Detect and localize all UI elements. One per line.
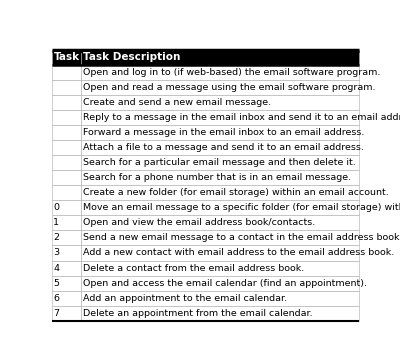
Bar bbox=[52, 140, 81, 155]
Bar bbox=[81, 80, 359, 95]
Text: Create and send a new email message.: Create and send a new email message. bbox=[83, 98, 271, 107]
Bar bbox=[52, 185, 81, 200]
Text: Search for a particular email message and then delete it.: Search for a particular email message an… bbox=[83, 158, 356, 167]
Text: Task Description: Task Description bbox=[83, 52, 180, 62]
Text: 1: 1 bbox=[54, 218, 60, 227]
Text: Reply to a message in the email inbox and send it to an email address.: Reply to a message in the email inbox an… bbox=[83, 113, 400, 122]
Bar bbox=[52, 95, 81, 110]
Bar bbox=[52, 306, 81, 321]
Text: 2: 2 bbox=[54, 233, 60, 243]
Text: Add an appointment to the email calendar.: Add an appointment to the email calendar… bbox=[83, 294, 287, 303]
Bar bbox=[52, 261, 81, 275]
Text: Add a new contact with email address to the email address book.: Add a new contact with email address to … bbox=[83, 248, 394, 257]
Text: Search for a phone number that is in an email message.: Search for a phone number that is in an … bbox=[83, 173, 351, 182]
Bar bbox=[81, 291, 359, 306]
Bar bbox=[81, 65, 359, 80]
Bar bbox=[52, 245, 81, 261]
Bar bbox=[52, 230, 81, 245]
Bar bbox=[81, 155, 359, 170]
Bar bbox=[81, 275, 359, 291]
Text: Forward a message in the email inbox to an email address.: Forward a message in the email inbox to … bbox=[83, 128, 364, 137]
Bar bbox=[52, 50, 81, 65]
Bar bbox=[81, 200, 359, 215]
Bar bbox=[81, 50, 359, 65]
Text: 7: 7 bbox=[54, 309, 60, 318]
Text: Delete an appointment from the email calendar.: Delete an appointment from the email cal… bbox=[83, 309, 312, 318]
Text: 3: 3 bbox=[54, 248, 60, 257]
Bar bbox=[81, 215, 359, 230]
Text: Send a new email message to a contact in the email address book.: Send a new email message to a contact in… bbox=[83, 233, 400, 243]
Bar bbox=[81, 170, 359, 185]
Text: Open and log in to (if web-based) the email software program.: Open and log in to (if web-based) the em… bbox=[83, 68, 380, 77]
Bar bbox=[52, 110, 81, 125]
Bar bbox=[52, 65, 81, 80]
Bar bbox=[81, 245, 359, 261]
Text: Task: Task bbox=[54, 52, 80, 62]
Bar bbox=[52, 275, 81, 291]
Text: 4: 4 bbox=[54, 264, 60, 273]
Text: Open and access the email calendar (find an appointment).: Open and access the email calendar (find… bbox=[83, 279, 367, 288]
Bar bbox=[52, 215, 81, 230]
Bar bbox=[81, 95, 359, 110]
Text: Create a new folder (for email storage) within an email account.: Create a new folder (for email storage) … bbox=[83, 188, 388, 197]
Bar bbox=[81, 140, 359, 155]
Text: Open and view the email address book/contacts.: Open and view the email address book/con… bbox=[83, 218, 315, 227]
Bar bbox=[81, 125, 359, 140]
Bar bbox=[81, 230, 359, 245]
Bar bbox=[52, 200, 81, 215]
Bar bbox=[81, 185, 359, 200]
Bar bbox=[81, 261, 359, 275]
Bar bbox=[81, 110, 359, 125]
Text: 5: 5 bbox=[54, 279, 60, 288]
Text: 6: 6 bbox=[54, 294, 60, 303]
Text: Delete a contact from the email address book.: Delete a contact from the email address … bbox=[83, 264, 304, 273]
Text: Open and read a message using the email software program.: Open and read a message using the email … bbox=[83, 83, 375, 92]
Text: Attach a file to a message and send it to an email address.: Attach a file to a message and send it t… bbox=[83, 143, 364, 152]
Bar bbox=[52, 291, 81, 306]
Bar bbox=[52, 155, 81, 170]
Bar bbox=[52, 80, 81, 95]
Bar bbox=[52, 170, 81, 185]
Bar bbox=[81, 306, 359, 321]
Bar bbox=[52, 125, 81, 140]
Text: 0: 0 bbox=[54, 203, 60, 212]
Text: Move an email message to a specific folder (for email storage) within an email a: Move an email message to a specific fold… bbox=[83, 203, 400, 212]
